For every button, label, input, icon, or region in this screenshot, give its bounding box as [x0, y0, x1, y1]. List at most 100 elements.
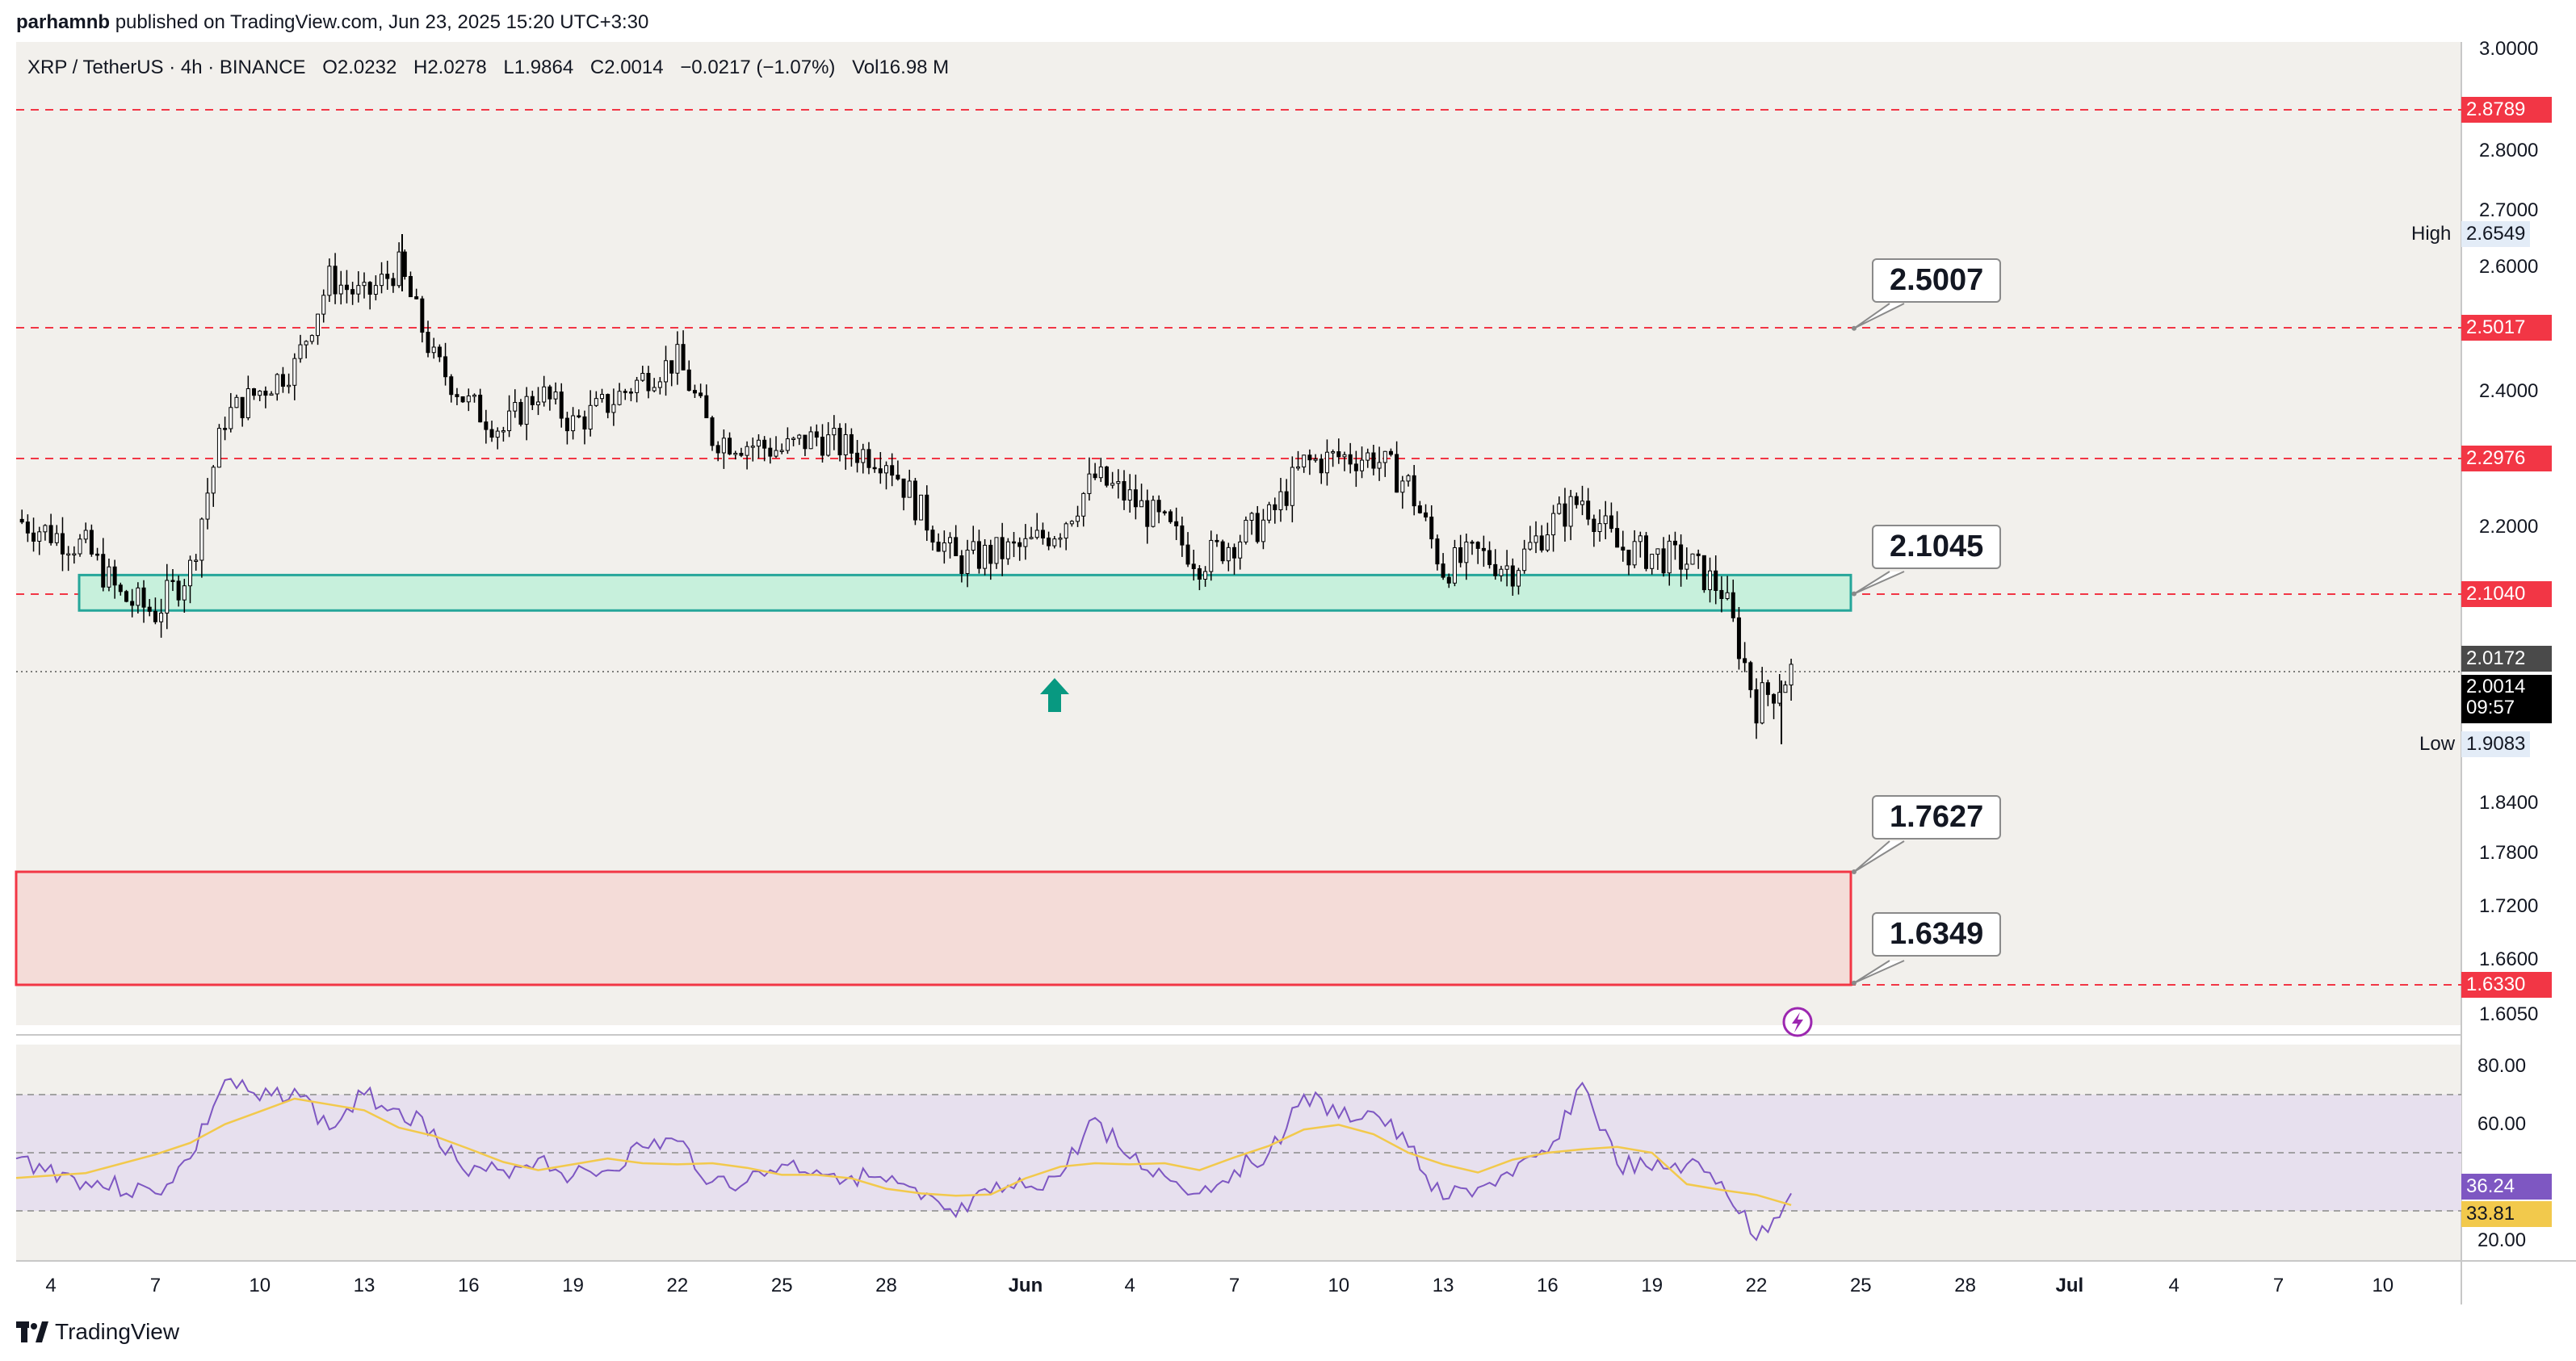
candle [495, 427, 500, 450]
candle-body [240, 396, 245, 419]
candle-body [194, 559, 199, 562]
callout-1-7627[interactable]: 1.7627 [1872, 795, 2002, 840]
candle [1133, 474, 1138, 520]
candle [524, 387, 529, 441]
symbol-legend[interactable]: XRP / TetherUS · 4h · BINANCE O2.0232 H2… [27, 57, 960, 79]
candle-body [37, 531, 42, 542]
level-badge-2-5017: 2.5017 [2461, 315, 2552, 341]
candle-body [1638, 535, 1643, 542]
candle-body [1424, 512, 1429, 518]
callout-2-1045[interactable]: 2.1045 [1872, 525, 2002, 569]
candle [316, 313, 321, 345]
candle [373, 275, 378, 301]
candle-body [820, 437, 824, 456]
tradingview-logo[interactable]: TradingView [16, 1319, 179, 1345]
symbol-name[interactable]: XRP / TetherUS · 4h · BINANCE [27, 57, 306, 78]
candle [298, 334, 303, 363]
candle [460, 396, 465, 404]
candle-body [872, 467, 877, 470]
publisher-name[interactable]: parhamnb [16, 11, 111, 33]
candle-body [1412, 475, 1416, 507]
candle-body [182, 585, 187, 601]
candle-body [1191, 563, 1196, 569]
candle-body [1174, 521, 1179, 526]
candle [1504, 550, 1509, 587]
candle-body [501, 430, 506, 433]
candle-body [542, 386, 547, 403]
candle-body [930, 530, 935, 543]
time-tick-label: 22 [667, 1275, 689, 1296]
support-zone-box[interactable] [78, 573, 1852, 612]
candle [635, 376, 640, 403]
candle-body [1029, 537, 1034, 539]
candle-body [976, 541, 981, 569]
candle-body [1458, 547, 1463, 563]
ohlc-change: −0.0217 (−1.07%) [680, 57, 836, 78]
target-zone-box[interactable] [15, 870, 1852, 986]
candle [437, 344, 442, 362]
candle [1580, 485, 1584, 516]
candle-body [1255, 513, 1260, 542]
candle-body [1000, 537, 1005, 559]
candle-body [1563, 503, 1567, 527]
candle-body [112, 566, 117, 586]
candle [507, 395, 512, 438]
candle [287, 373, 292, 394]
candle [548, 384, 552, 411]
callout-1-6349[interactable]: 1.6349 [1872, 912, 2002, 957]
callout-2-5007[interactable]: 2.5007 [1872, 258, 2002, 303]
candle-body [141, 587, 146, 608]
high-value: 2.6549 [2461, 221, 2531, 247]
candle-body [466, 395, 471, 403]
candle [1093, 463, 1097, 480]
time-tick-label: 10 [2372, 1275, 2393, 1296]
candle-body [669, 360, 674, 374]
candle-body [1168, 511, 1173, 522]
candle-body [611, 404, 616, 413]
callout-anchor-1 [1852, 591, 1856, 597]
candle-body [803, 434, 808, 450]
candle [1684, 547, 1689, 580]
candle [402, 249, 407, 280]
candle-body [1377, 462, 1382, 469]
candle [1417, 500, 1422, 514]
candle-body [728, 438, 732, 454]
time-tick-label: 28 [875, 1275, 897, 1296]
candle [1395, 441, 1399, 493]
candle-body [635, 379, 640, 393]
candle-body [1597, 523, 1602, 532]
candle [733, 450, 738, 460]
candle-body [1353, 463, 1358, 471]
candle-body [153, 610, 157, 622]
candle-body [1510, 565, 1515, 587]
candle [141, 580, 146, 623]
candle-body [646, 372, 651, 392]
candle-body [849, 433, 854, 454]
candle [1528, 526, 1533, 551]
volume: Vol16.98 M [852, 57, 950, 78]
candle [1261, 509, 1265, 550]
high-label: High [2411, 223, 2452, 245]
candle-body [524, 396, 529, 425]
candle-body [385, 274, 390, 279]
candle [530, 390, 535, 410]
candle [1754, 678, 1759, 739]
candle-body [426, 332, 430, 354]
candle-body [1446, 576, 1451, 584]
candle [229, 392, 233, 433]
candle-body [472, 394, 476, 397]
candle [1406, 474, 1411, 487]
candle-body [1545, 534, 1550, 551]
candle-body [652, 387, 657, 392]
candle-body [1429, 517, 1434, 540]
candle [1064, 521, 1068, 551]
candle [240, 396, 245, 427]
candle-body [31, 532, 36, 542]
candle-body [1116, 481, 1121, 484]
candle [942, 530, 946, 564]
candle [1760, 667, 1764, 725]
candle-body [617, 391, 622, 405]
candle-body [571, 415, 576, 432]
ohlc-high: H2.0278 [413, 57, 487, 78]
